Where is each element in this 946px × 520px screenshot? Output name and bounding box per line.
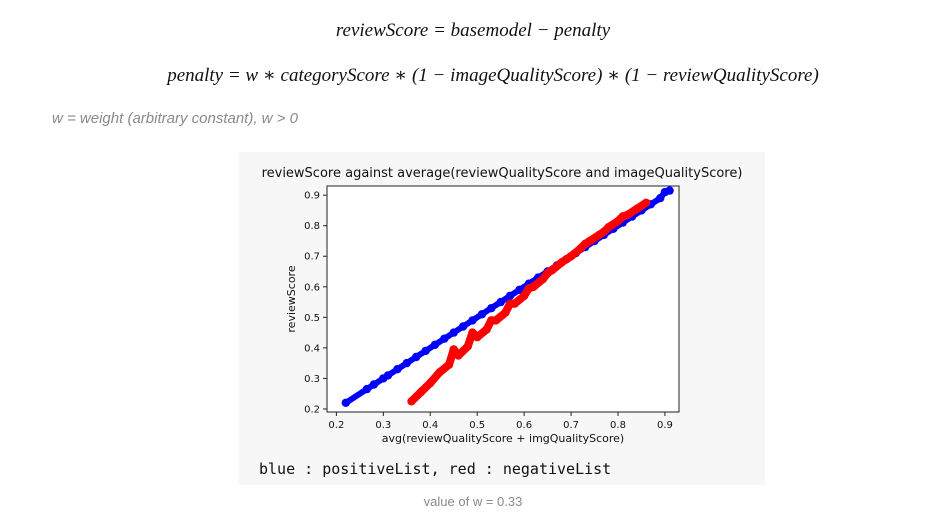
y-tick-label: 0.9 [304,191,320,202]
y-axis-label: reviewScore [285,265,298,332]
figure-caption: value of w = 0.33 [423,494,523,509]
scatter-cluster [632,198,651,213]
y-ticks: 0.2 0.3 0.4 0.5 0.6 0.7 0.8 0.9 [304,191,327,415]
y-tick-label: 0.4 [304,343,320,354]
x-ticks: 0.2 0.3 0.4 0.5 0.6 0.7 0.8 0.9 [328,412,673,431]
x-tick-label: 0.6 [516,420,532,431]
y-tick-label: 0.6 [304,282,320,293]
x-tick-label: 0.7 [563,420,579,431]
x-tick-label: 0.9 [657,420,673,431]
x-tick-label: 0.2 [328,420,344,431]
y-tick-label: 0.5 [304,313,320,324]
y-tick-label: 0.3 [304,374,320,385]
y-tick-label: 0.8 [304,221,320,232]
x-axis-label: avg(reviewQualityScore + imgQualityScore… [382,432,624,445]
chart-title: reviewScore against average(reviewQualit… [262,166,743,181]
data-points [341,186,674,407]
x-tick-label: 0.3 [375,420,391,431]
x-tick-label: 0.4 [422,420,438,431]
x-tick-label: 0.8 [610,420,626,431]
formula-review-score: reviewScore = basemodel − penalty [335,20,611,41]
scatter-cluster [342,386,370,406]
chart-figure: reviewScore against average(reviewQualit… [239,152,765,485]
weight-note: w = weight (arbitrary constant), w > 0 [52,110,298,127]
scatter-chart: reviewScore against average(reviewQualit… [262,166,743,445]
x-tick-label: 0.5 [469,420,485,431]
legend-description: blue : positiveList, red : negativeList [259,460,612,478]
scatter-cluster [661,187,673,196]
y-tick-label: 0.7 [304,252,320,263]
formula-penalty: penalty = w ∗ categoryScore ∗ (1 − image… [167,65,819,86]
y-tick-label: 0.2 [304,404,320,415]
